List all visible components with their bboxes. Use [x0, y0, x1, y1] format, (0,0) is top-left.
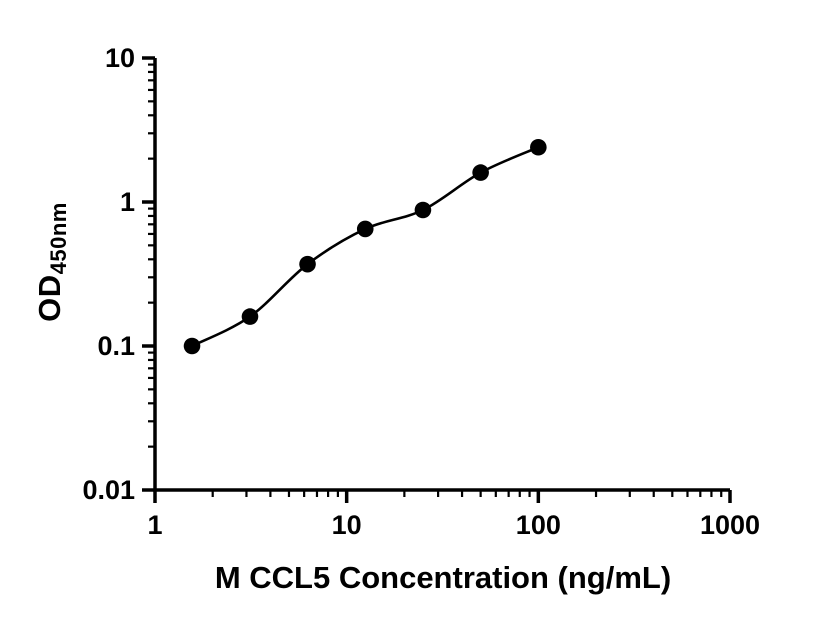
tick-labels: 1 10 100 1000 0.01 0.1 1 10 — [82, 43, 760, 540]
axis-lines — [153, 58, 730, 492]
y-tick-label: 10 — [105, 43, 135, 73]
axes — [153, 58, 730, 492]
y-tick-label: 0.1 — [97, 331, 135, 361]
data-point — [183, 337, 201, 355]
data-point — [356, 220, 374, 238]
data-point — [472, 164, 489, 181]
x-tick-label: 1000 — [700, 510, 760, 540]
y-tick-label: 0.01 — [82, 475, 135, 505]
data-points — [183, 138, 547, 355]
data-point — [299, 255, 316, 273]
data-point — [414, 201, 432, 219]
y-axis-title-subscript: 450nm — [46, 202, 71, 275]
ticks — [142, 56, 732, 503]
y-axis-title-main: OD — [32, 274, 67, 322]
data-point — [241, 308, 259, 325]
x-axis-title: M CCL5 Concentration (ng/mL) — [214, 560, 672, 595]
x-tick-label: 1 — [147, 510, 162, 540]
x-tick-label: 10 — [332, 510, 362, 540]
y-axis-title: OD450nm — [32, 202, 72, 322]
data-point — [530, 138, 547, 156]
x-tick-label: 100 — [516, 510, 561, 540]
y-tick-label: 1 — [120, 187, 135, 217]
